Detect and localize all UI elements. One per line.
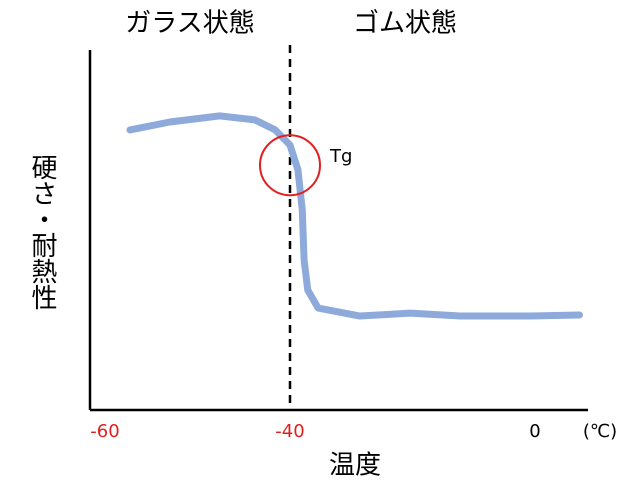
tg-label: Tg [329,146,352,167]
curve [126,112,583,320]
left-region-label: ガラス状態 [125,9,254,39]
x-axis-label: 温度 [329,451,381,481]
y-axis-label: 硬さ・耐熱性 [27,154,57,310]
x-tick-label: 0 [529,421,540,442]
right-region-label: ゴム状態 [353,9,457,39]
x-tick-label: -40 [275,421,304,442]
x-unit: (℃) [583,421,617,442]
tg-marker [259,134,321,197]
x-tick-label: -60 [90,421,119,442]
